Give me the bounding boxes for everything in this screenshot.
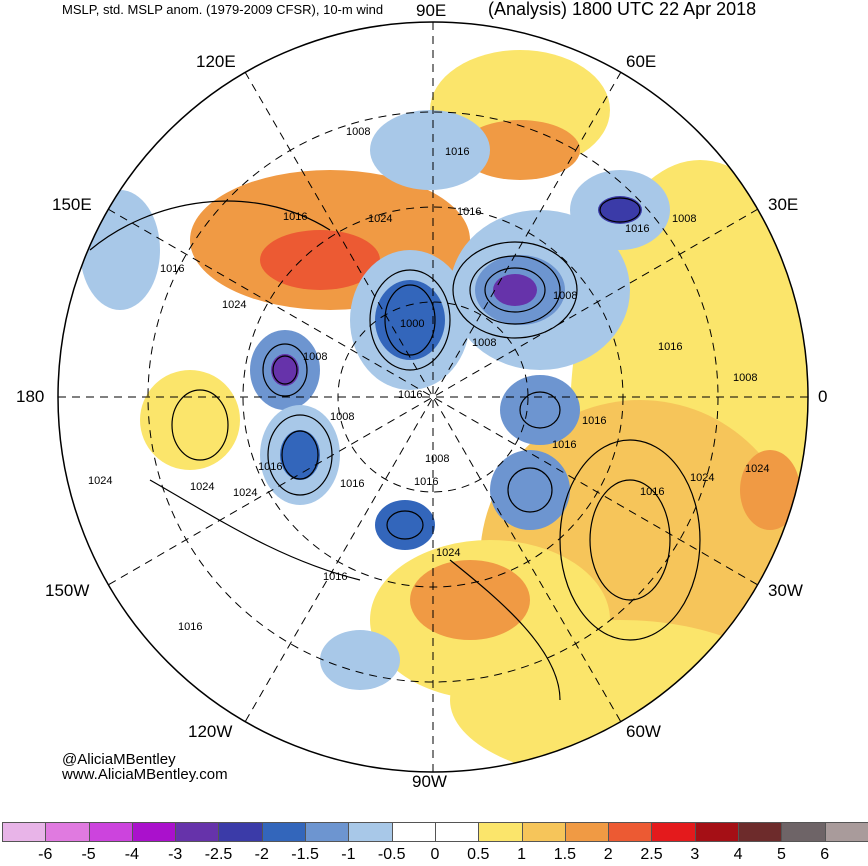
color-bar-segment <box>434 822 480 842</box>
isobar-label: 1024 <box>368 213 392 225</box>
color-bar-tick-label: 0 <box>430 846 440 863</box>
lon-label-30e: 30E <box>768 195 799 214</box>
color-bar-tick-label: 0.5 <box>467 846 490 863</box>
color-bar-tick-label: -2 <box>254 846 269 863</box>
credit-handle: @AliciaMBentley <box>62 751 176 768</box>
color-bar-ticks: -6 -5 -4 -3 -2.5 -2 -1.5 -1 -0.5 0 0.5 1 1.5 2 2.5 3 4 5 6 <box>0 846 868 866</box>
color-bar-segment <box>521 822 566 842</box>
isobar-label: 1024 <box>745 463 769 475</box>
color-bar-segment <box>738 822 783 842</box>
lon-label-90e: 90E <box>416 1 447 20</box>
color-bar-segment <box>45 822 90 842</box>
color-bar-segment <box>348 822 393 842</box>
map-border <box>57 21 809 773</box>
color-bar-segment <box>564 822 610 842</box>
polar-map: 1008 1016 1016 1024 1016 1008 1016 1016 … <box>57 21 809 773</box>
color-bar-segment <box>131 822 177 842</box>
color-bar-tick-label: -6 <box>38 846 53 863</box>
color-bar-tick-label: -4 <box>124 846 140 863</box>
color-bar-tick-label: -5 <box>81 846 96 863</box>
isobar-label: 1008 <box>330 411 354 423</box>
color-bar-tick-label: 1 <box>517 846 527 863</box>
isobar-label: 1008 <box>672 213 696 225</box>
color-bar-tick-label: 3 <box>690 846 700 863</box>
isobar-label: 1016 <box>414 476 438 488</box>
isobar-label: 1008 <box>303 351 327 363</box>
color-bar-tick-label: 2.5 <box>640 846 663 863</box>
color-bar-tick-label: -3 <box>168 846 183 863</box>
isobar-label: 1016 <box>398 389 422 401</box>
isobar-label: 1016 <box>552 439 576 451</box>
lon-label-120w: 120W <box>188 722 233 741</box>
isobar-label: 1008 <box>346 126 370 138</box>
lon-label-150e: 150E <box>52 195 92 214</box>
isobar-label: 1024 <box>222 299 246 311</box>
color-bar-segment <box>608 822 653 842</box>
isobar-label: 1016 <box>258 461 282 473</box>
color-bar-segment <box>781 822 826 842</box>
color-bar-tick-label: 6 <box>820 846 830 863</box>
isobar-label: 1016 <box>457 206 481 218</box>
color-bar-tick-label: -1 <box>341 846 356 863</box>
isobar-label: 1016 <box>178 621 202 633</box>
isobar-label: 1024 <box>436 547 460 559</box>
isobar-label: 1024 <box>233 487 257 499</box>
isobar-label: 1008 <box>553 290 577 302</box>
lon-label-150w: 150W <box>45 581 90 600</box>
color-bar-segment <box>88 822 133 842</box>
anomaly-color-bar <box>2 822 868 844</box>
color-bar-segment <box>218 822 263 842</box>
color-bar-segment <box>478 822 523 842</box>
valid-time-title: (Analysis) 1800 UTC 22 Apr 2018 <box>488 0 757 19</box>
isobar-label: 1000 <box>400 318 424 330</box>
isobar-label: 1024 <box>690 472 714 484</box>
color-bar-segment <box>651 822 696 842</box>
color-bar-tick-label: 2 <box>603 846 613 863</box>
lon-label-30w: 30W <box>768 581 803 600</box>
isobar-label: 1016 <box>160 263 184 275</box>
color-bar-segment <box>305 822 350 842</box>
color-bar-segment <box>175 822 220 842</box>
isobar-label: 1024 <box>88 475 112 487</box>
isobar-label: 1016 <box>323 571 347 583</box>
color-bar-tick-label: 1.5 <box>553 846 577 863</box>
isobar-labels: 1008 1016 1016 1024 1016 1008 1016 1016 … <box>88 126 769 633</box>
isobar-label: 1008 <box>425 453 449 465</box>
credit-website: www.AliciaMBentley.com <box>62 766 228 783</box>
chart-description: MSLP, std. MSLP anom. (1979-2009 CFSR), … <box>62 2 384 17</box>
lon-label-60w: 60W <box>626 722 661 741</box>
isobar-label: 1016 <box>283 211 307 223</box>
lon-label-180: 180 <box>16 387 45 406</box>
color-bar-segment <box>694 822 740 842</box>
isobar-label: 1016 <box>640 486 664 498</box>
isobar-label: 1016 <box>658 341 682 353</box>
graticule <box>58 22 808 772</box>
color-bar-segment <box>2 822 47 842</box>
color-bar-segment <box>391 822 436 842</box>
isobar-label: 1016 <box>625 223 649 235</box>
lon-label-120e: 120E <box>196 52 236 71</box>
color-bar-tick-label: -2.5 <box>204 846 233 863</box>
color-bar-tick-label: -0.5 <box>377 846 406 863</box>
isobar-label: 1024 <box>190 481 214 493</box>
isobar-label: 1016 <box>340 478 364 490</box>
color-bar-segment <box>824 822 868 842</box>
color-bar-tick-label: 4 <box>733 846 743 863</box>
lon-label-90w: 90W <box>412 772 447 791</box>
isobar-label: 1008 <box>733 372 757 384</box>
anomaly-shading <box>80 50 808 772</box>
isobar-label: 1016 <box>582 415 606 427</box>
isobar-label: 1008 <box>472 337 496 349</box>
isobar-label: 1016 <box>445 146 469 158</box>
lon-label-0: 0 <box>818 387 828 406</box>
color-bar-tick-label: 5 <box>776 846 786 863</box>
color-bar-segment <box>261 822 307 842</box>
color-bar-tick-label: -1.5 <box>291 846 319 863</box>
lon-label-60e: 60E <box>626 52 657 71</box>
